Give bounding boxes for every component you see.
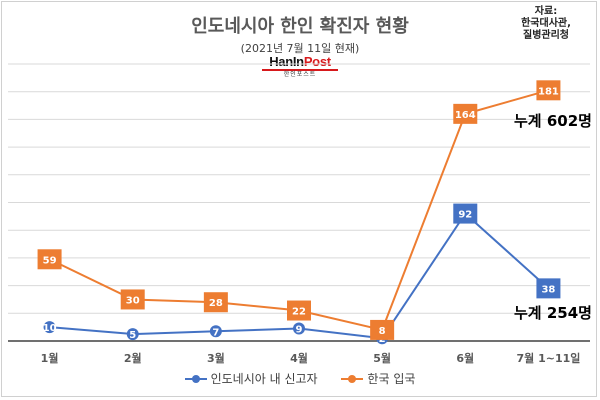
legend-swatch-orange bbox=[341, 374, 364, 384]
data-point bbox=[43, 321, 56, 334]
data-label-box bbox=[536, 80, 561, 101]
data-point bbox=[126, 328, 139, 341]
x-tick-label: 7월 1~11일 bbox=[516, 351, 580, 365]
logo-subtext: 한인포스트 bbox=[262, 69, 338, 79]
data-label-box bbox=[453, 103, 478, 124]
data-label: 59 bbox=[43, 255, 57, 266]
data-point bbox=[209, 325, 222, 338]
data-label-box bbox=[203, 292, 228, 313]
data-label: 8 bbox=[379, 326, 386, 337]
logo-wordmark-main: HanIn bbox=[269, 54, 304, 69]
data-label: 181 bbox=[538, 86, 559, 97]
data-label-box bbox=[370, 319, 395, 340]
chart-legend: 인도네시아 내 신고자 한국 입국 bbox=[0, 370, 600, 387]
source-line: 자료: bbox=[534, 6, 558, 17]
data-label-box bbox=[536, 278, 561, 299]
data-point bbox=[293, 322, 305, 335]
legend-item-korea: 한국 입국 bbox=[341, 370, 415, 387]
data-label: 92 bbox=[458, 210, 472, 221]
source-line: 질병관리청 bbox=[523, 30, 569, 41]
legend-label: 인도네시아 내 신고자 bbox=[210, 372, 318, 386]
data-label: 5 bbox=[129, 330, 136, 341]
x-tick-label: 1월 bbox=[41, 351, 59, 365]
x-tick-label: 4월 bbox=[290, 351, 308, 365]
data-label: 22 bbox=[292, 307, 306, 318]
legend-label: 한국 입국 bbox=[367, 372, 416, 386]
legend-swatch-blue bbox=[184, 374, 207, 384]
source-note: 자료: 한국대사관, 질병관리청 bbox=[506, 6, 586, 42]
logo-wordmark: HanInPost bbox=[258, 54, 342, 69]
x-tick-label: 5월 bbox=[373, 351, 391, 365]
data-label-box bbox=[287, 300, 311, 321]
data-label: 28 bbox=[209, 298, 223, 309]
hanin-post-logo: HanInPost 한인포스트 bbox=[258, 54, 342, 79]
data-label-box bbox=[120, 289, 145, 310]
data-label: 38 bbox=[541, 284, 555, 295]
chart-subtitle: (2021년 7월 11일 현재) bbox=[240, 42, 360, 55]
data-label: 164 bbox=[455, 110, 476, 121]
data-label: 9 bbox=[296, 325, 303, 336]
legend-item-indonesia: 인도네시아 내 신고자 bbox=[184, 370, 318, 387]
data-label: 7 bbox=[212, 327, 219, 338]
data-label-box bbox=[453, 203, 478, 224]
x-tick-label: 3월 bbox=[207, 351, 225, 365]
total-annotation-indonesia: 누계 254명 bbox=[514, 304, 592, 322]
chart-title: 인도네시아 한인 확진자 현황 bbox=[191, 16, 409, 37]
source-line: 한국대사관, bbox=[521, 18, 571, 29]
data-label-box bbox=[37, 249, 62, 270]
data-label: 30 bbox=[126, 295, 140, 306]
data-label: 10 bbox=[43, 323, 57, 334]
logo-wordmark-accent: Post bbox=[303, 54, 331, 69]
x-tick-label: 2월 bbox=[124, 351, 142, 365]
x-tick-label: 6월 bbox=[456, 351, 474, 365]
total-annotation-korea: 누계 602명 bbox=[514, 112, 592, 130]
